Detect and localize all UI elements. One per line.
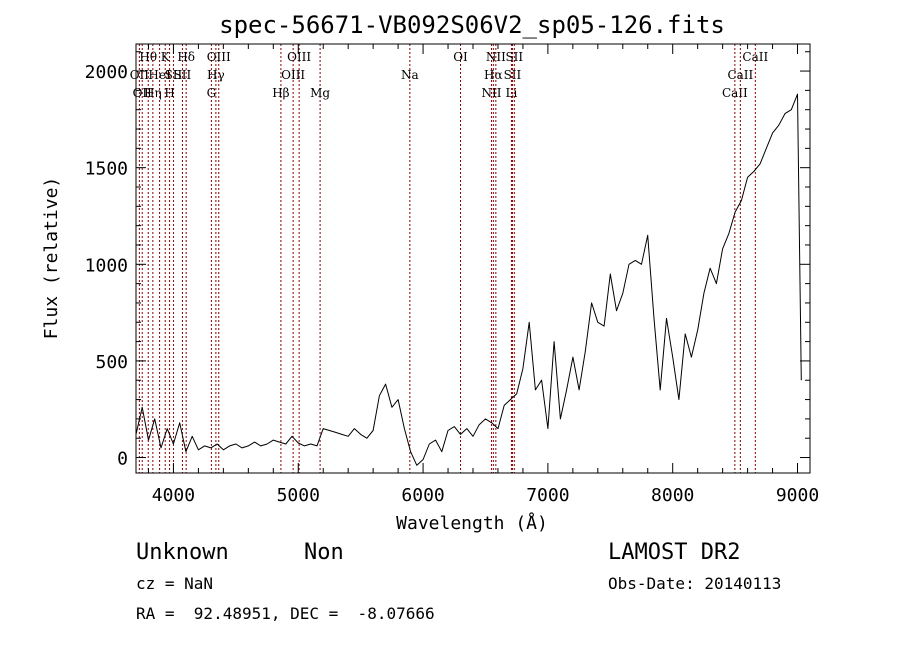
spectral-line-markers: OIIOIIHθHηHeIKHSIISIIHδGHγOIIIHβOIIIOIII…	[130, 44, 768, 473]
spectral-line-label: CaII	[742, 50, 768, 64]
plot-frame	[135, 43, 811, 474]
spectral-line-label: OII	[133, 86, 153, 100]
spectral-line-label: Hδ	[177, 50, 195, 64]
y-tick-label: 1000	[85, 255, 128, 276]
redshift-text: cz = NaN	[136, 574, 213, 593]
x-tick-label: 6000	[401, 485, 444, 506]
y-tick-label: 2000	[85, 62, 128, 83]
spectral-line-label: OII	[130, 68, 150, 82]
spectral-class-label: Unknown	[136, 540, 229, 565]
spectral-line-label: CaII	[727, 68, 753, 82]
spectral-line-label: Hα	[484, 68, 503, 82]
spectral-line-label: SII	[174, 68, 192, 82]
spectral-line-label: OIII	[281, 68, 305, 82]
x-tick-label: 8000	[651, 485, 694, 506]
spectral-line-label: Hθ	[139, 50, 157, 64]
spectral-line-label: SII	[504, 68, 522, 82]
spectral-line-label: Li	[506, 86, 518, 100]
x-tick-label: 9000	[776, 485, 819, 506]
coordinates-text: RA = 92.48951, DEC = -8.07666	[136, 604, 435, 623]
y-tick-label: 0	[117, 449, 128, 470]
x-tick-label: 4000	[152, 485, 195, 506]
spectral-line-label: SII	[165, 68, 183, 82]
spectral-line-label: Na	[401, 68, 419, 82]
spectral-line-label: OIII	[207, 50, 231, 64]
axis-ticks: 4000 5000 6000 7000 8000 9000 0 500 1000 1500 2000	[85, 44, 819, 506]
spectral-line-label: Mg	[310, 86, 330, 100]
spectrum-line-layer	[135, 93, 802, 466]
spectrum-line	[135, 93, 802, 466]
spectral-line-label: Hη	[144, 86, 162, 100]
spectral-line-label: NII	[481, 86, 501, 100]
obs-date-text: Obs-Date: 20140113	[608, 574, 781, 593]
spectral-line-label: OI	[453, 50, 468, 64]
spectral-line-label: HeI	[148, 68, 171, 82]
y-tick-label: 500	[95, 352, 128, 373]
spectral-line-label: OIII	[287, 50, 311, 64]
survey-label: LAMOST DR2	[608, 540, 740, 565]
spectral-line-label: K	[161, 50, 171, 64]
x-axis-label: Wavelength (Å)	[396, 512, 548, 534]
x-tick-label: 7000	[526, 485, 569, 506]
spectral-line-label: G	[207, 86, 217, 100]
spectral-line-label: SII	[505, 50, 523, 64]
x-tick-label: 5000	[277, 485, 320, 506]
spectral-line-label: H	[164, 86, 174, 100]
chart-title: spec-56671-VB092S06V2_sp05-126.fits	[219, 11, 725, 39]
spectral-line-label: Hβ	[272, 86, 289, 100]
y-tick-label: 1500	[85, 159, 128, 180]
spectral-line-label: CaII	[722, 86, 748, 100]
spectral-subclass-label: Non	[304, 540, 344, 565]
spectral-line-label: Hγ	[207, 68, 225, 82]
spectral-line-label: NII	[486, 50, 506, 64]
y-axis-label: Flux (relative)	[41, 177, 62, 340]
